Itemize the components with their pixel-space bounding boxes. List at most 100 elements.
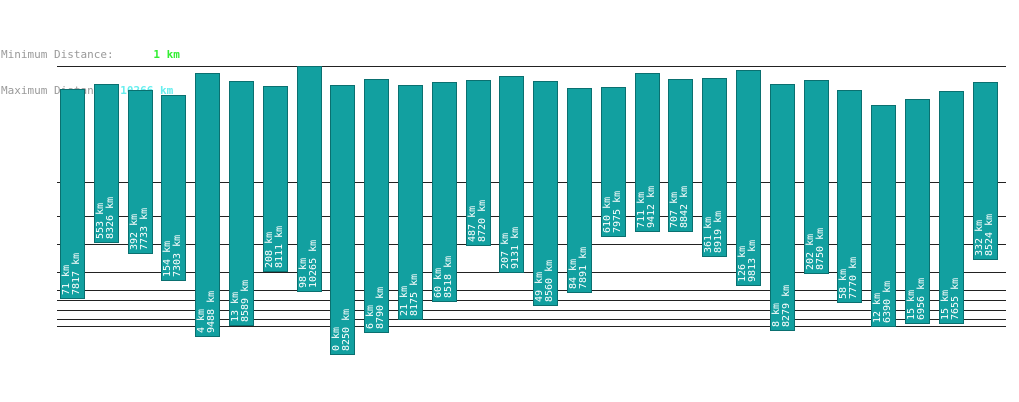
bar-max-label: 8518 km (443, 256, 454, 298)
bar-max-label: 8842 km (679, 186, 690, 228)
bar-max-label: 8919 km (713, 211, 724, 253)
bar (601, 87, 626, 237)
bar (297, 66, 322, 292)
bar-min-label: 707 km (669, 192, 680, 228)
bar-min-label: 0 km (331, 327, 342, 351)
bar-min-label: 6 km (365, 305, 376, 329)
bar-max-label: 8560 km (544, 260, 555, 302)
bar (804, 80, 829, 274)
bar (973, 82, 998, 260)
bar-max-label: 8790 km (375, 287, 386, 329)
bar-min-label: 58 km (838, 269, 849, 299)
bar-max-label: 8250 km (341, 309, 352, 351)
bar (871, 105, 896, 327)
bar-group: 610 km 7975 km (601, 87, 626, 237)
bar-min-label: 711 km (636, 192, 647, 228)
bar-max-label: 7817 km (71, 253, 82, 295)
bar-max-label: 6956 km (916, 278, 927, 320)
min-distance-value: 1 km (153, 48, 180, 61)
bar-min-label: 84 km (568, 259, 579, 289)
bar-group: 12 km 6390 km (871, 105, 896, 327)
bar (837, 90, 862, 303)
min-distance-row: Minimum Distance: 1 km (1, 49, 180, 61)
bar-max-label: 10265 km (308, 240, 319, 288)
bar-max-label: 9813 km (747, 240, 758, 282)
bar-min-label: 202 km (805, 234, 816, 270)
bar (364, 79, 389, 333)
bar-group: 84 km 7891 km (567, 88, 592, 293)
bar-min-label: 126 km (737, 246, 748, 282)
bar-min-label: 98 km (298, 258, 309, 288)
bar-min-label: 13 km (230, 292, 241, 322)
bar (736, 70, 761, 286)
bar (905, 99, 930, 324)
bar-max-label: 7891 km (578, 247, 589, 289)
bar-group: 0 km 8250 km (330, 85, 355, 355)
bar-group: 487 km 8720 km (466, 80, 491, 246)
bar (533, 81, 558, 306)
bar-group: 202 km 8750 km (804, 80, 829, 274)
bar (94, 84, 119, 243)
bar-min-label: 610 km (602, 197, 613, 233)
bar-max-label: 9131 km (510, 227, 521, 269)
bar-group: 71 km 7817 km (60, 89, 85, 299)
bar-max-label: 7975 km (612, 191, 623, 233)
bar-min-label: 71 km (61, 265, 72, 295)
bar-group: 361 km 8919 km (702, 78, 727, 257)
bar-min-label: 154 km (162, 241, 173, 277)
bar-group: 15 km 6956 km (905, 99, 930, 324)
bar (702, 78, 727, 257)
bar-group: 58 km 7770 km (837, 90, 862, 303)
bar-max-label: 9488 km (206, 291, 217, 333)
bar-min-label: 60 km (433, 268, 444, 298)
bar-min-label: 553 km (95, 203, 106, 239)
bar-max-label: 7733 km (139, 208, 150, 250)
bar-max-label: 7303 km (172, 235, 183, 277)
bar (567, 88, 592, 293)
bar-min-label: 49 km (534, 272, 545, 302)
bar (195, 73, 220, 337)
bar-max-label: 6390 km (882, 281, 893, 323)
bar (432, 82, 457, 302)
bar-min-label: 207 km (500, 233, 511, 269)
bar-min-label: 392 km (129, 214, 140, 250)
bar-min-label: 361 km (703, 217, 714, 253)
bar (229, 81, 254, 326)
bar-group: 208 km 8111 km (263, 86, 288, 272)
bar-group: 13 km 8589 km (229, 81, 254, 326)
bar-group: 21 km 8175 km (398, 85, 423, 320)
bar-group: 126 km 9813 km (736, 70, 761, 286)
bar-min-label: 12 km (872, 293, 883, 323)
min-distance-label: Minimum Distance: (1, 48, 114, 61)
bar (161, 95, 186, 281)
bar-group: 4 km 9488 km (195, 73, 220, 337)
bar-max-label: 8326 km (105, 197, 116, 239)
bar (466, 80, 491, 246)
bar-min-label: 15 km (906, 290, 917, 320)
bar-group: 207 km 9131 km (499, 76, 524, 273)
bar-group: 98 km 10265 km (297, 66, 322, 292)
bar (770, 84, 795, 331)
bar-group: 553 km 8326 km (94, 84, 119, 243)
bar-group: 49 km 8560 km (533, 81, 558, 306)
bar-min-label: 332 km (974, 220, 985, 256)
bar-min-label: 4 km (196, 309, 207, 333)
bar-group: 8 km 8279 km (770, 84, 795, 331)
bar-group: 707 km 8842 km (668, 79, 693, 232)
bar-group: 15 km 7655 km (939, 91, 964, 324)
bar-max-label: 8111 km (274, 226, 285, 268)
bar-max-label: 7770 km (848, 257, 859, 299)
bar-max-label: 7655 km (950, 278, 961, 320)
bar (939, 91, 964, 324)
bar (668, 79, 693, 232)
bar (60, 89, 85, 299)
bar (263, 86, 288, 272)
bar-min-label: 208 km (264, 232, 275, 268)
bar-max-label: 8589 km (240, 280, 251, 322)
bar-max-label: 8720 km (477, 200, 488, 242)
bar-group: 6 km 8790 km (364, 79, 389, 333)
bar (330, 85, 355, 355)
bar-max-label: 8175 km (409, 274, 420, 316)
